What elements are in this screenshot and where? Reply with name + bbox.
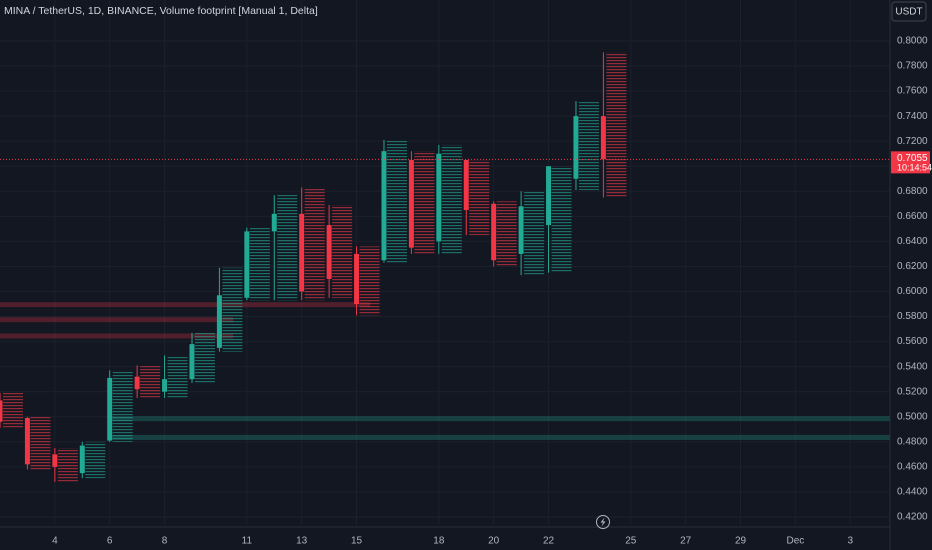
x-tick-label: 18 — [433, 536, 445, 547]
chart-title: MINA / TetherUS, 1D, BINANCE, Volume foo… — [4, 5, 318, 17]
candle-body — [107, 377, 113, 441]
y-tick-label: 0.8000 — [897, 36, 928, 47]
y-tick-label: 0.5800 — [897, 311, 928, 322]
y-tick-label: 0.6400 — [897, 236, 928, 247]
x-tick-label: 15 — [351, 536, 363, 547]
x-tick-label: 11 — [242, 536, 253, 547]
x-tick-label: 8 — [162, 536, 168, 547]
footprint — [496, 201, 517, 267]
volume-level — [0, 333, 234, 339]
volume-level — [0, 317, 234, 323]
candle-body — [546, 166, 552, 226]
candle-body — [52, 454, 58, 467]
x-tick-label: 20 — [488, 536, 500, 547]
footprint — [386, 139, 407, 263]
currency-button[interactable] — [891, 1, 927, 22]
footprint — [167, 355, 188, 398]
footprint — [112, 370, 133, 442]
x-tick-label: 22 — [543, 536, 555, 547]
y-tick-label: 0.4800 — [897, 436, 928, 447]
candle-body — [600, 116, 606, 160]
y-tick-label: 0.7800 — [897, 61, 928, 72]
candle-body — [491, 203, 497, 261]
y-tick-label: 0.5400 — [897, 361, 928, 372]
candle-body — [408, 159, 414, 248]
volume-level — [0, 302, 371, 308]
volume-level — [109, 416, 890, 422]
footprint — [304, 187, 325, 301]
footprint — [3, 392, 23, 429]
footprint — [441, 144, 462, 254]
candle-body — [134, 376, 140, 390]
y-tick-label: 0.4200 — [897, 512, 928, 523]
y-tick-label: 0.4600 — [897, 462, 928, 473]
x-tick-label: Dec — [786, 536, 804, 547]
y-tick-label: 0.6200 — [897, 261, 928, 272]
volume-level — [109, 434, 890, 440]
y-tick-label: 0.7600 — [897, 86, 928, 97]
countdown-label: 10:14:54 — [897, 163, 932, 173]
currency-label[interactable]: USDT — [895, 7, 922, 18]
footprint — [578, 101, 599, 191]
footprint — [194, 332, 215, 383]
last-price-label: 0.7055 — [897, 153, 928, 164]
candle-body — [326, 225, 332, 279]
x-tick-label: 25 — [625, 536, 637, 547]
footprint — [277, 195, 298, 301]
y-tick-label: 0.7200 — [897, 136, 928, 147]
candle-body — [518, 206, 524, 254]
footprint — [57, 448, 78, 482]
candle-body — [463, 159, 469, 211]
y-tick-label: 0.5600 — [897, 336, 928, 347]
x-tick-label: 4 — [52, 536, 58, 547]
candle-body — [354, 253, 360, 305]
x-tick-label: 27 — [680, 536, 692, 547]
axes: 0.4200 0.4400 0.4600 0.4800 0.5000 0.5200 0.54… — [52, 36, 932, 547]
footprint — [524, 191, 545, 276]
footprint — [606, 52, 627, 198]
footprint — [85, 441, 106, 479]
candle-body — [299, 213, 305, 292]
x-tick-label: 29 — [735, 536, 747, 547]
footprint — [30, 416, 51, 470]
x-tick-label: 13 — [296, 536, 308, 547]
candle-body — [79, 445, 85, 474]
y-tick-label: 0.6000 — [897, 286, 928, 297]
candle-body — [244, 231, 250, 298]
candle-body — [381, 151, 387, 261]
candle-body — [24, 418, 30, 465]
footprint — [469, 159, 490, 236]
x-tick-label: 3 — [847, 536, 853, 547]
levels — [0, 302, 890, 440]
candle-body — [189, 344, 195, 380]
candle-body — [216, 295, 222, 348]
y-tick-label: 0.6600 — [897, 211, 928, 222]
footprint — [414, 151, 435, 254]
footprint — [332, 205, 353, 298]
footprint — [140, 365, 161, 398]
footprint — [359, 246, 380, 316]
candle-body — [573, 116, 579, 179]
candle-body — [436, 153, 442, 242]
candles — [0, 52, 890, 482]
y-tick-label: 0.6800 — [897, 186, 928, 197]
last-price-box — [891, 151, 930, 174]
candle-body — [0, 400, 3, 422]
replay-icon[interactable] — [596, 515, 610, 529]
y-tick-label: 0.5200 — [897, 386, 928, 397]
y-tick-label: 0.4400 — [897, 487, 928, 498]
footprint — [551, 166, 572, 273]
candle-body — [162, 379, 168, 392]
candle-body — [271, 213, 277, 232]
y-tick-label: 0.7400 — [897, 111, 928, 122]
footprint — [249, 227, 270, 301]
x-tick-label: 6 — [107, 536, 113, 547]
footprint — [222, 267, 243, 352]
y-tick-label: 0.5000 — [897, 411, 928, 422]
